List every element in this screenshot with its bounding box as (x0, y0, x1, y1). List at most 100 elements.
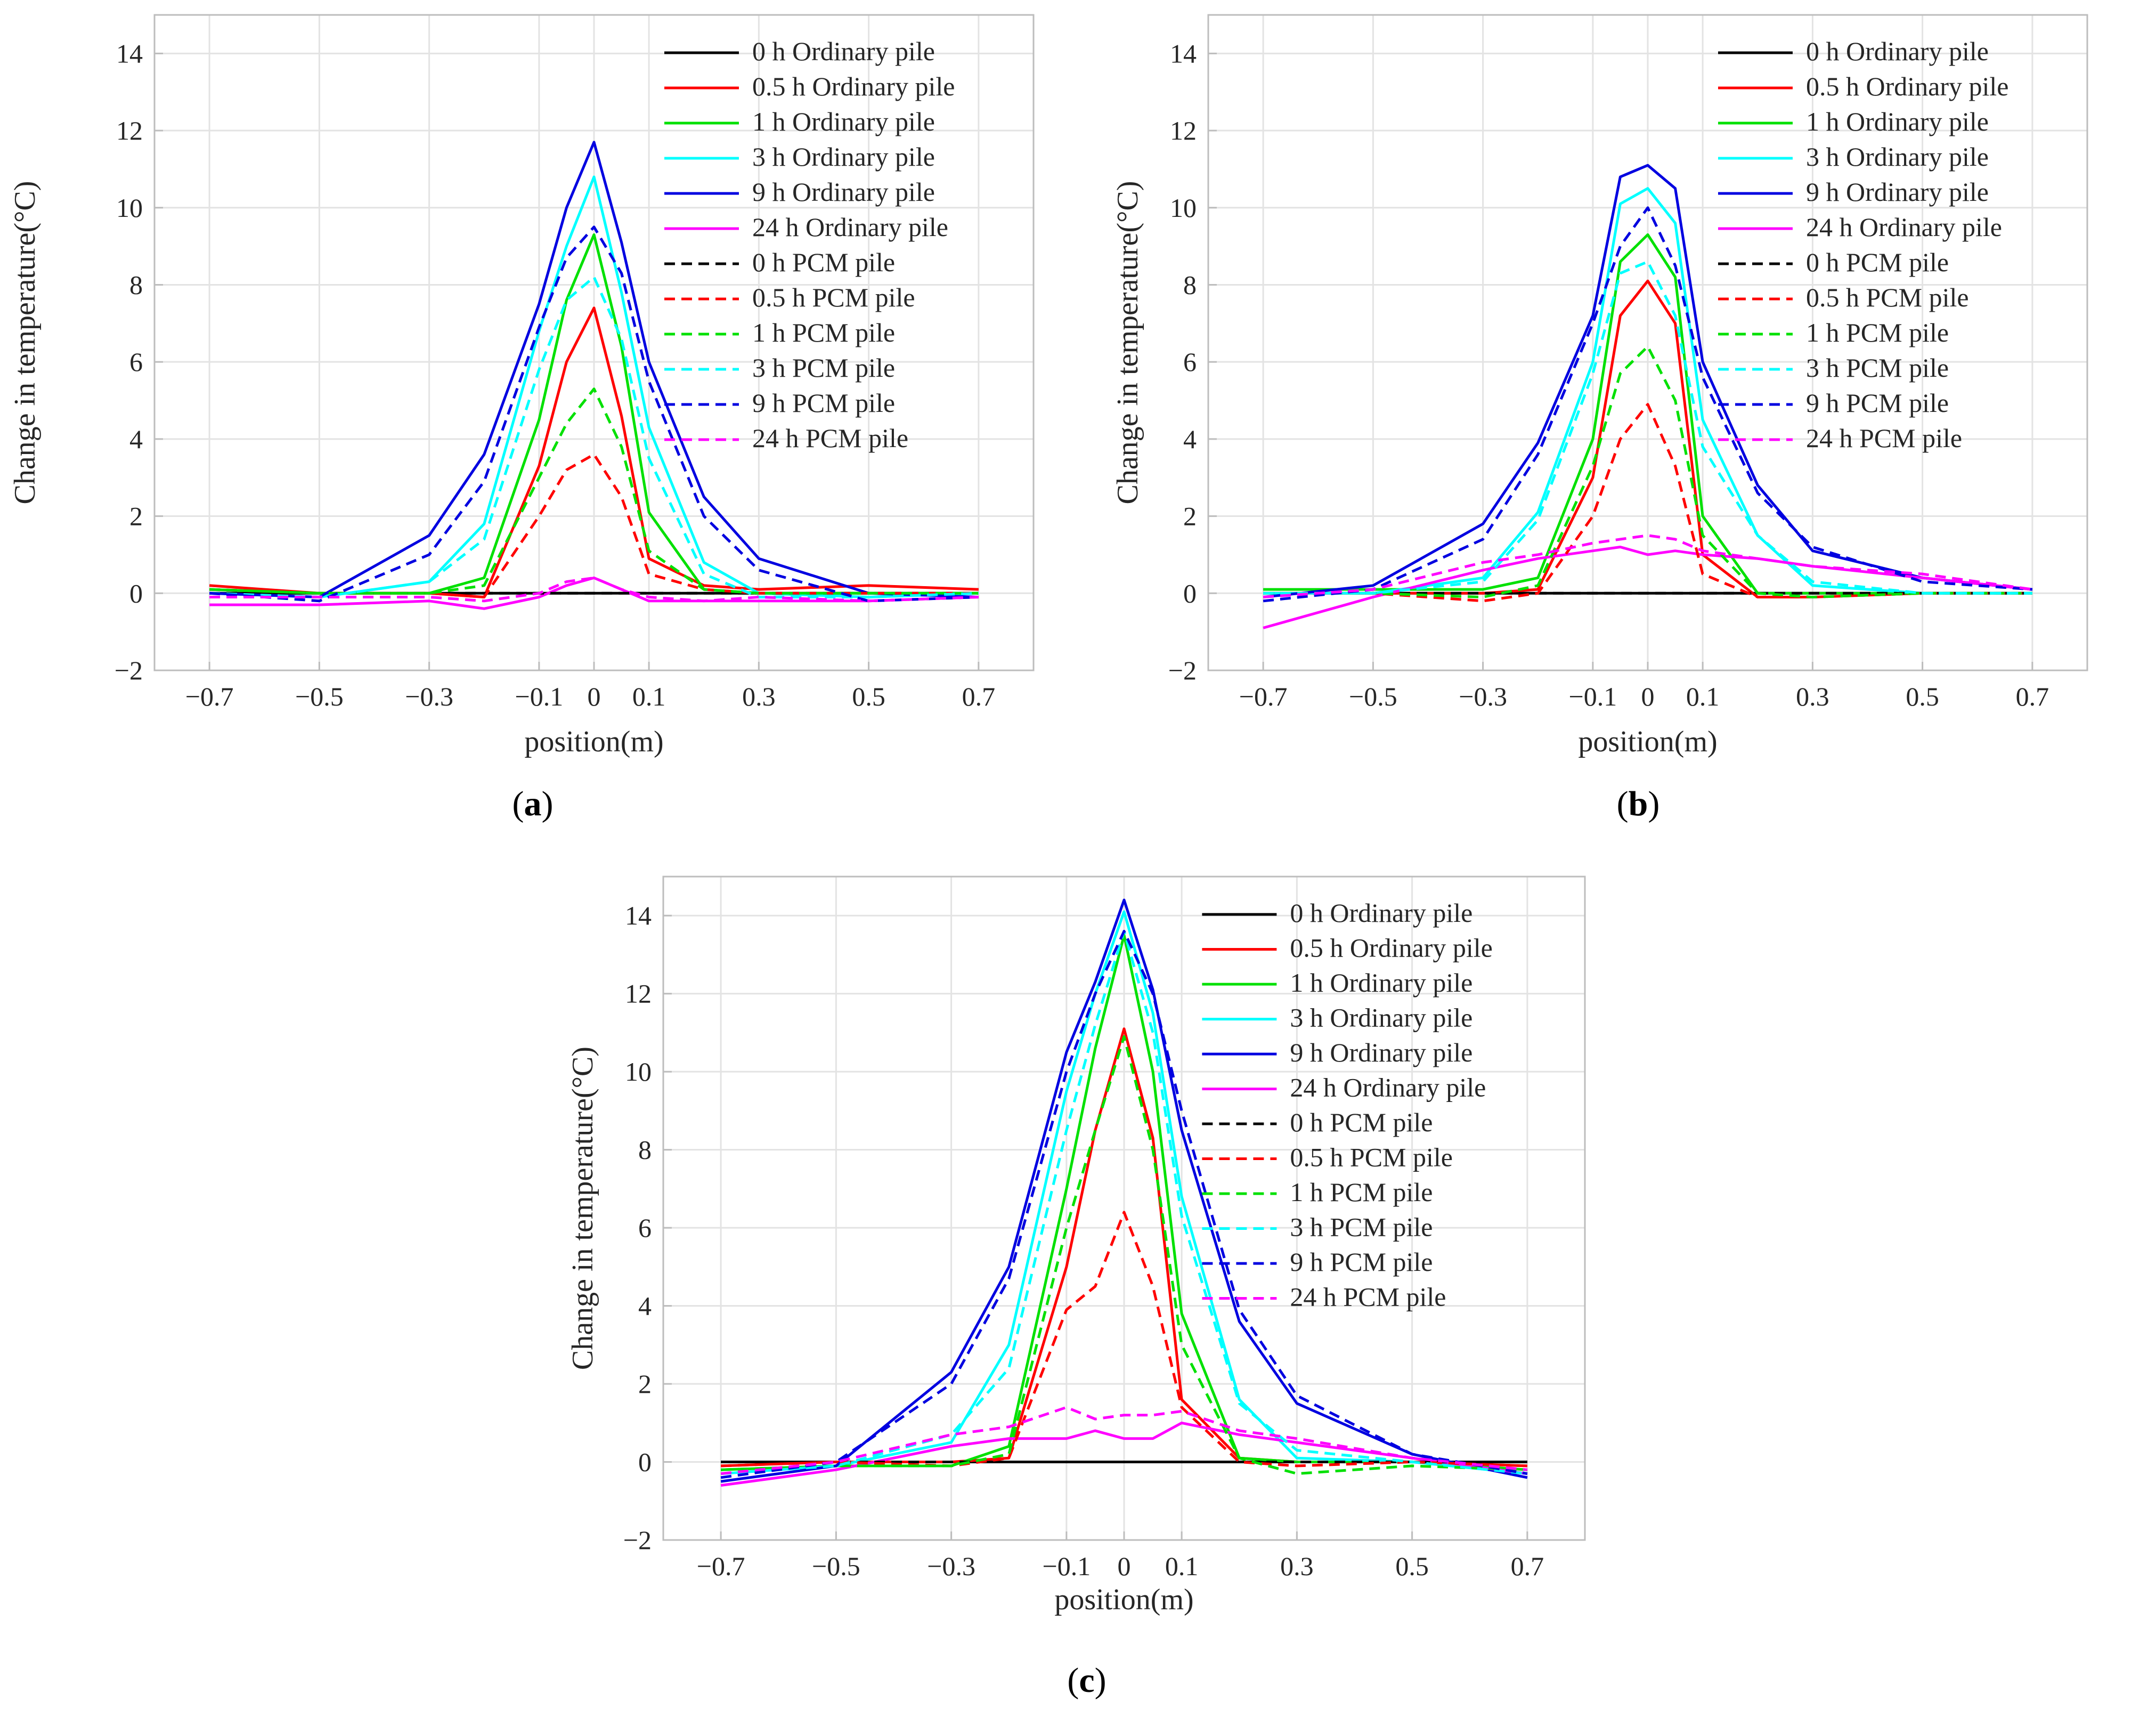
chart-panel-a: −0.7 −0.5 −0.3 −0.1 0 0.1 0.3 0.5 0.7 −2 0 2 4 6 8 10 12… (9, 14, 1035, 758)
legend-label: 0.5 h Ordinary pile (1806, 71, 2008, 101)
legend-label: 3 h Ordinary pile (752, 142, 935, 172)
series-line-24-h-ordinary-pile (720, 1421, 1528, 1487)
y-tick-label: 2 (638, 1369, 652, 1399)
legend-label: 24 h PCM pile (1806, 423, 1962, 453)
y-tick-label: 0 (129, 578, 143, 608)
series-line-3-h-ordinary-pile (720, 910, 1528, 1475)
legend-label: 24 h PCM pile (752, 423, 908, 453)
legend-label: 0.5 h PCM pile (1806, 282, 1969, 312)
legend-label: 3 h PCM pile (1290, 1212, 1433, 1242)
y-axis-label: Change in temperature(°C) (1111, 181, 1144, 504)
y-tick-label: 14 (625, 901, 652, 930)
x-tick-label: 0.3 (1796, 682, 1829, 711)
legend-label: 1 h Ordinary pile (1806, 107, 1989, 136)
y-tick-label: 6 (638, 1213, 652, 1243)
series-lines (1263, 164, 2033, 629)
x-tick-label: 0.3 (1280, 1551, 1314, 1581)
legend-label: 0.5 h PCM pile (752, 282, 915, 312)
x-tick-label: 0.1 (632, 682, 666, 711)
legend-label: 24 h Ordinary pile (752, 212, 948, 242)
y-tick-label: 10 (625, 1057, 652, 1087)
y-tick-label: 14 (116, 38, 143, 68)
y-tick-label: −2 (623, 1525, 652, 1555)
x-tick-label: 0.7 (1511, 1551, 1544, 1581)
y-tick-label: 0 (638, 1447, 652, 1477)
y-tick-label: 14 (1170, 38, 1197, 68)
y-tick-label: 4 (638, 1291, 652, 1321)
x-tick-label: 0 (1641, 682, 1655, 711)
y-tick-label: 6 (129, 347, 143, 377)
y-tick-label: −2 (115, 655, 143, 685)
x-tick-label: 0.1 (1165, 1551, 1199, 1581)
y-tick-label: 8 (638, 1135, 652, 1165)
legend: 0 h Ordinary pile 0.5 h Ordinary pile 1 h … (1718, 36, 2008, 453)
legend-label: 24 h Ordinary pile (1290, 1073, 1486, 1103)
x-tick-label: 0.7 (962, 682, 996, 711)
legend-label: 9 h PCM pile (1806, 388, 1949, 418)
y-tick-label: 4 (1183, 424, 1197, 454)
y-tick-label: 8 (129, 270, 143, 299)
caption-c: (c) (1067, 1661, 1106, 1700)
legend-label: 0 h PCM pile (1806, 247, 1949, 277)
legend-label: 1 h PCM pile (752, 318, 895, 347)
x-tick-label: 0.5 (1906, 682, 1939, 711)
legend-label: 1 h PCM pile (1806, 318, 1949, 347)
series-line-0-5-h-pcm-pile (209, 453, 979, 598)
caption-a: (a) (512, 784, 554, 823)
y-axis-label: Change in temperature(°C) (566, 1047, 599, 1370)
x-tick-label: −0.5 (295, 682, 344, 711)
y-tick-label: −2 (1168, 655, 1197, 685)
series-line-9-h-ordinary-pile (720, 898, 1528, 1483)
series-line-9-h-pcm-pile (1263, 206, 2033, 603)
legend-label: 24 h PCM pile (1290, 1282, 1446, 1312)
x-tick-label: 0 (588, 682, 601, 711)
x-tick-label: 0.1 (1686, 682, 1720, 711)
series-lines (209, 141, 979, 610)
chart-panel-c: −0.7 −0.5 −0.3 −0.1 0 0.1 0.3 0.5 0.7 −2 0 2 4 6 8 10 12… (566, 876, 1586, 1616)
legend-label: 9 h Ordinary pile (752, 177, 935, 207)
ticks: −0.7 −0.5 −0.3 −0.1 0 0.1 0.3 0.5 0.7 −2 0 2 4 6 8 10 12… (1168, 38, 2049, 711)
ticks: −0.7 −0.5 −0.3 −0.1 0 0.1 0.3 0.5 0.7 −2 0 2 4 6 8 10 12… (623, 901, 1544, 1581)
y-tick-label: 8 (1183, 270, 1197, 299)
legend-label: 3 h Ordinary pile (1806, 142, 1989, 172)
legend-label: 1 h PCM pile (1290, 1177, 1433, 1207)
x-tick-label: 0.5 (852, 682, 885, 711)
series-line-9-h-ordinary-pile (1263, 164, 2033, 598)
y-tick-label: 12 (116, 116, 143, 145)
legend-label: 0 h Ordinary pile (1290, 898, 1472, 928)
series-line-9-h-pcm-pile (720, 930, 1528, 1479)
y-tick-label: 6 (1183, 347, 1197, 377)
legend-label: 9 h PCM pile (752, 388, 895, 418)
legend-label: 0 h PCM pile (752, 247, 895, 277)
x-tick-label: −0.1 (1569, 682, 1617, 711)
legend-label: 3 h Ordinary pile (1290, 1003, 1472, 1033)
x-tick-label: −0.3 (927, 1551, 975, 1581)
legend-label: 3 h PCM pile (752, 353, 895, 383)
x-tick-label: 0 (1118, 1551, 1131, 1581)
x-tick-label: 0.7 (2016, 682, 2049, 711)
legend-label: 24 h Ordinary pile (1806, 212, 2002, 242)
legend-label: 1 h Ordinary pile (1290, 968, 1472, 998)
legend-label: 1 h Ordinary pile (752, 107, 935, 136)
y-tick-label: 0 (1183, 578, 1197, 608)
x-tick-label: 0.5 (1395, 1551, 1429, 1581)
x-axis-label: position(m) (1578, 725, 1717, 758)
series-line-24-h-ordinary-pile (1263, 546, 2033, 629)
legend-label: 0 h Ordinary pile (752, 36, 935, 66)
legend-label: 0 h Ordinary pile (1806, 36, 1989, 66)
x-tick-label: −0.7 (1239, 682, 1288, 711)
y-tick-label: 4 (129, 424, 143, 454)
legend-label: 3 h PCM pile (1806, 353, 1949, 383)
y-tick-label: 2 (129, 501, 143, 531)
y-tick-label: 12 (625, 979, 652, 1009)
x-tick-label: −0.5 (812, 1551, 860, 1581)
panels: −0.7 −0.5 −0.3 −0.1 0 0.1 0.3 0.5 0.7 −2 0 2 4 6 8 10 12… (9, 14, 2088, 1616)
chart-panel-b: −0.7 −0.5 −0.3 −0.1 0 0.1 0.3 0.5 0.7 −2 0 2 4 6 8 10 12… (1111, 14, 2088, 758)
ticks: −0.7 −0.5 −0.3 −0.1 0 0.1 0.3 0.5 0.7 −2 0 2 4 6 8 10 12… (115, 38, 995, 711)
series-line-3-h-ordinary-pile (1263, 187, 2032, 595)
series-line-24-h-ordinary-pile (209, 576, 979, 610)
series-line-24-h-pcm-pile (720, 1406, 1528, 1475)
series-line-3-h-pcm-pile (209, 275, 979, 598)
series-line-1-h-pcm-pile (1263, 345, 2032, 598)
